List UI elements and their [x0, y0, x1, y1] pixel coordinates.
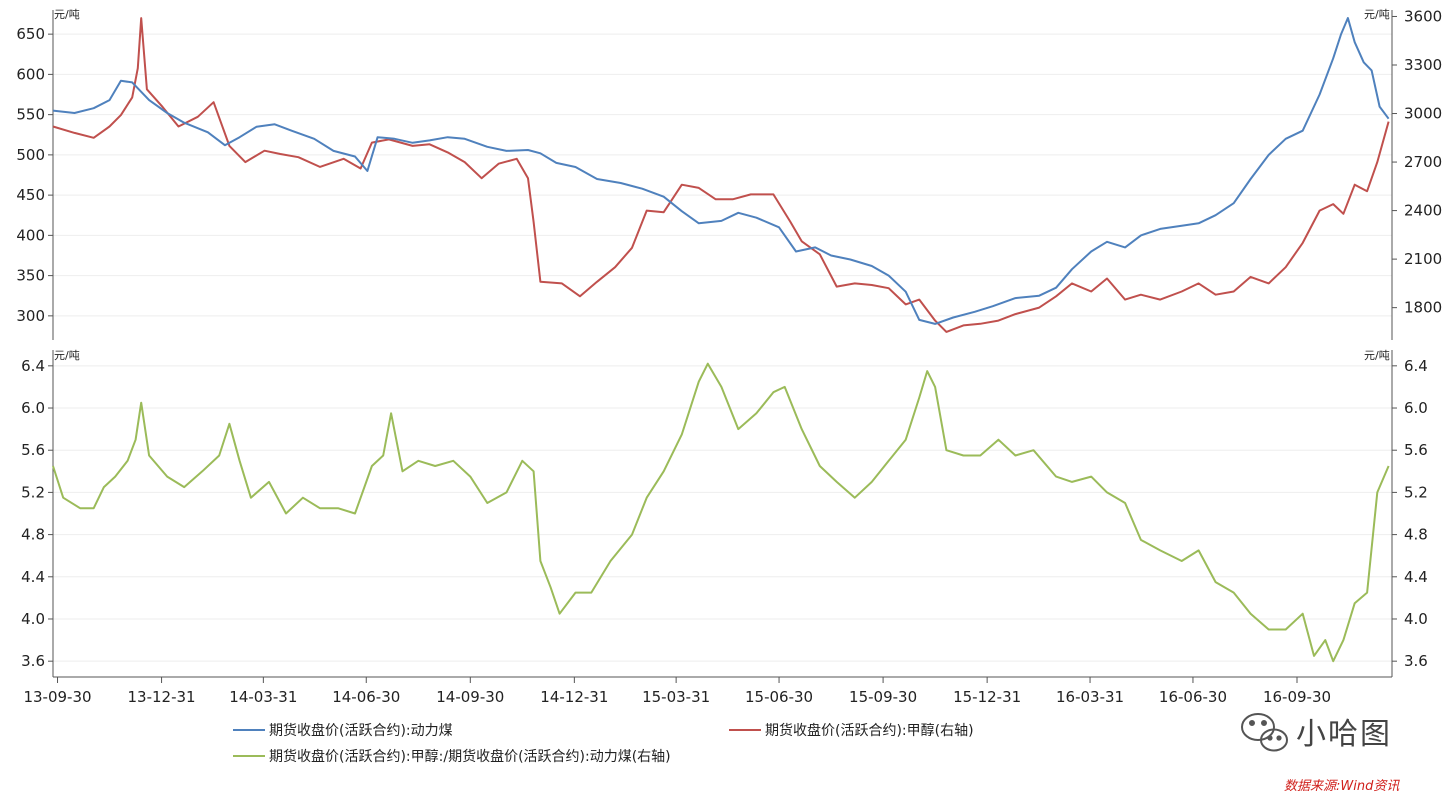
y-tick-label-left-bottom: 4.8 — [21, 526, 45, 544]
y-tick-label-right-top: 3000 — [1404, 105, 1442, 123]
watermark-logo: 小哈图 — [1241, 713, 1392, 752]
y-tick-label-left-bottom: 6.0 — [21, 399, 45, 417]
y-tick-label-left-top: 500 — [16, 146, 45, 164]
data-source: 数据来源:Wind资讯 — [1284, 779, 1400, 794]
y-tick-label-right-bottom: 5.2 — [1404, 483, 1428, 501]
y-tick-label-left-bottom: 5.6 — [21, 441, 45, 459]
axes — [48, 10, 1397, 683]
y-tick-label-right-top: 1800 — [1404, 299, 1442, 317]
x-tick-label: 13-12-31 — [128, 688, 196, 706]
y-tick-label-left-bottom: 6.4 — [21, 357, 45, 375]
x-tick-label: 15-09-30 — [849, 688, 917, 706]
tick-labels: 300 350 400 450 500 550 600 650 1800 2100 2400 2700… — [16, 7, 1442, 706]
series-line-coal — [52, 17, 1390, 325]
y-tick-label-left-top: 350 — [16, 267, 45, 285]
x-tick-label: 13-09-30 — [23, 688, 91, 706]
y-tick-label-left-bottom: 4.4 — [21, 568, 45, 586]
y-tick-label-right-bottom: 6.4 — [1404, 357, 1428, 375]
top-left-unit: 元/吨 — [54, 8, 80, 21]
y-tick-label-left-top: 600 — [16, 65, 45, 83]
y-tick-label-right-bottom: 4.0 — [1404, 610, 1428, 628]
gridlines — [53, 33, 1392, 662]
y-tick-label-left-bottom: 3.6 — [21, 652, 45, 670]
x-tick-label: 16-06-30 — [1159, 688, 1227, 706]
series-lines — [52, 17, 1390, 663]
x-tick-label: 15-12-31 — [953, 688, 1021, 706]
bottom-left-unit: 元/吨 — [54, 349, 80, 362]
x-tick-label: 14-09-30 — [436, 688, 504, 706]
x-tick-label: 15-03-31 — [642, 688, 710, 706]
y-tick-label-right-top: 3600 — [1404, 7, 1442, 25]
y-tick-label-right-bottom: 5.6 — [1404, 441, 1428, 459]
y-tick-label-left-bottom: 5.2 — [21, 483, 45, 501]
series-line-methanol — [52, 17, 1390, 333]
y-tick-label-right-top: 2700 — [1404, 153, 1442, 171]
x-tick-label: 16-09-30 — [1263, 688, 1331, 706]
y-tick-label-left-top: 300 — [16, 307, 45, 325]
y-tick-label-right-top: 2400 — [1404, 202, 1442, 220]
y-tick-label-right-top: 2100 — [1404, 250, 1442, 268]
x-tick-label: 15-06-30 — [745, 688, 813, 706]
x-tick-label: 14-06-30 — [332, 688, 400, 706]
y-tick-label-right-bottom: 4.4 — [1404, 568, 1428, 586]
y-tick-label-right-top: 3300 — [1404, 56, 1442, 74]
x-tick-label: 14-12-31 — [540, 688, 608, 706]
y-tick-label-left-bottom: 4.0 — [21, 610, 45, 628]
x-tick-label: 14-03-31 — [229, 688, 297, 706]
bottom-right-unit: 元/吨 — [1364, 349, 1390, 362]
top-right-unit: 元/吨 — [1364, 8, 1390, 21]
y-tick-label-left-top: 400 — [16, 226, 45, 244]
y-tick-label-right-bottom: 3.6 — [1404, 652, 1428, 670]
legend-label-coal: 期货收盘价(活跃合约):动力煤 — [269, 722, 453, 739]
wechat-icon — [1241, 713, 1288, 752]
legend-label-methanol: 期货收盘价(活跃合约):甲醇(右轴) — [765, 722, 974, 739]
legend: 期货收盘价(活跃合约):动力煤 期货收盘价(活跃合约):甲醇(右轴) 期货收盘价… — [233, 722, 974, 765]
y-tick-label-right-bottom: 4.8 — [1404, 526, 1428, 544]
x-tick-label: 16-03-31 — [1056, 688, 1124, 706]
y-tick-label-left-top: 650 — [16, 25, 45, 43]
y-tick-label-left-top: 450 — [16, 186, 45, 204]
y-tick-label-right-bottom: 6.0 — [1404, 399, 1428, 417]
watermark-text: 小哈图 — [1296, 717, 1392, 752]
legend-label-ratio: 期货收盘价(活跃合约):甲醇:/期货收盘价(活跃合约):动力煤(右轴) — [269, 748, 671, 765]
series-line-ratio — [52, 362, 1390, 663]
y-tick-label-left-top: 550 — [16, 106, 45, 124]
